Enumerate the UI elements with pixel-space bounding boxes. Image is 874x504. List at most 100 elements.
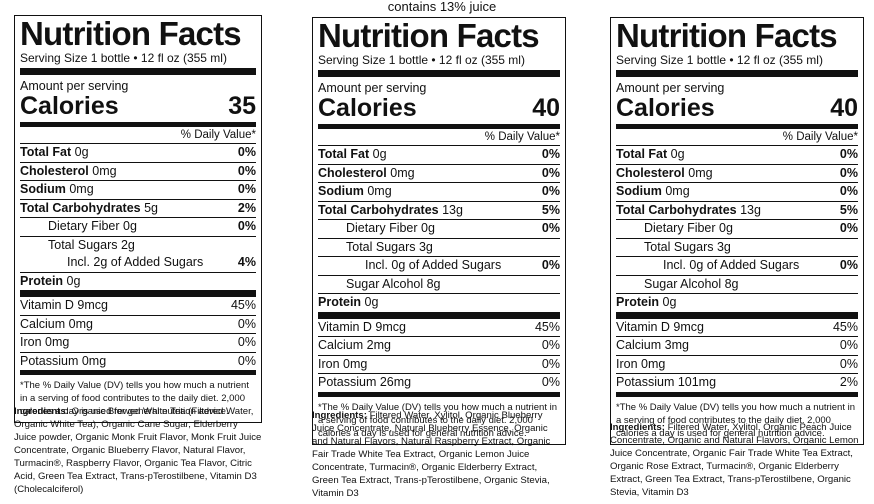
- nutrient-name: Iron 0mg: [616, 356, 666, 371]
- ingredients-text: Ingredients: Filtered Water, Xylitol, Or…: [312, 409, 566, 500]
- nutrient-row: Cholesterol 0mg 0%: [318, 165, 560, 183]
- nutrient-name: Protein 0g: [318, 294, 378, 312]
- nutrient-name: Potassium 101mg: [616, 375, 717, 389]
- calories-value: 35: [228, 92, 256, 120]
- nutrient-bold-name: Total Fat: [20, 145, 72, 159]
- nutrient-daily-value: 2%: [839, 375, 858, 389]
- label-title: Nutrition Facts: [318, 17, 540, 54]
- nutrient-amount: 0g: [372, 147, 387, 161]
- nutrient-amount: 0mg: [92, 163, 117, 178]
- nutrient-daily-value: 45%: [230, 298, 256, 312]
- nutrient-row: Iron 0mg 0%: [318, 356, 560, 374]
- nutrient-name: Cholesterol 0mg: [616, 165, 713, 183]
- nutrient-amount: 0mg: [665, 184, 690, 198]
- nutrient-name: Sugar Alcohol 8g: [644, 276, 739, 291]
- nutrient-daily-value: 2%: [237, 200, 256, 215]
- nutrient-bold-name: Protein: [318, 295, 362, 309]
- nutrient-daily-value: 0%: [839, 147, 858, 161]
- nutrition-panel-3: Nutrition Facts Serving Size 1 bottle • 1…: [610, 17, 864, 504]
- nutrient-row: Vitamin D 9mcg 45%: [20, 297, 256, 316]
- ingredients-label: Ingredients:: [14, 406, 69, 417]
- nutrient-row: Incl. 2g of Added Sugars 4%: [20, 254, 256, 273]
- nutrient-row: Cholesterol 0mg 0%: [20, 163, 256, 181]
- nutrient-daily-value: 0%: [839, 338, 858, 352]
- nutrient-row: Protein 0g: [318, 294, 560, 319]
- calories-label: Calories: [616, 94, 715, 122]
- nutrient-name: Incl. 2g of Added Sugars: [67, 255, 204, 269]
- calories-value: 40: [532, 94, 560, 122]
- nutrient-daily-value: 0%: [541, 356, 560, 371]
- nutrient-daily-value: 0%: [839, 221, 858, 235]
- nutrient-name: Vitamin D 9mcg: [616, 319, 704, 334]
- nutrient-row: Dietary Fiber 0g 0%: [20, 218, 256, 237]
- ingredients-label: Ingredients:: [312, 410, 367, 421]
- nutrient-row: Protein 0g: [616, 294, 858, 319]
- nutrient-amount: 0g: [66, 273, 81, 288]
- nutrient-name: Total Sugars 2g: [48, 237, 135, 252]
- nutrient-row: Sugar Alcohol 8g: [318, 276, 560, 294]
- nutrient-amount: 0g: [670, 147, 685, 161]
- nutrient-name: Incl. 0g of Added Sugars: [365, 258, 502, 272]
- nutrient-name: Protein 0g: [20, 273, 80, 291]
- nutrient-name: Sodium 0mg: [20, 181, 94, 199]
- nutrient-daily-value: 0%: [237, 163, 256, 178]
- daily-value-header: % Daily Value*: [616, 129, 858, 146]
- nutrition-label: Nutrition Facts Serving Size 1 bottle • 1…: [610, 17, 864, 445]
- ingredients-list: Organic Brewed White Tea (Filtered Water…: [14, 406, 262, 495]
- nutrient-row: Total Sugars 3g: [318, 239, 560, 257]
- nutrient-row: Total Carbohydrates 13g 5%: [616, 202, 858, 220]
- nutrient-row: Sugar Alcohol 8g: [616, 276, 858, 294]
- ingredients-list: Filtered Water, Xylitol, Organic Blueber…: [312, 410, 551, 499]
- nutrient-daily-value: 0%: [237, 353, 256, 368]
- nutrient-row: Total Carbohydrates 5g 2%: [20, 200, 256, 218]
- nutrient-daily-value: 0%: [541, 165, 560, 180]
- nutrient-daily-value: 5%: [839, 202, 858, 217]
- nutrient-amount: 13g: [442, 202, 463, 217]
- nutrient-daily-value: 0%: [541, 221, 560, 235]
- nutrient-bold-name: Total Carbohydrates: [20, 200, 141, 215]
- label-title: Nutrition Facts: [616, 17, 838, 54]
- nutrient-row: Iron 0mg 0%: [20, 334, 256, 353]
- nutrient-daily-value: 0%: [839, 258, 858, 272]
- nutrient-row: Sodium 0mg 0%: [20, 181, 256, 200]
- daily-value-header: % Daily Value*: [318, 129, 560, 146]
- nutrient-row: Incl. 0g of Added Sugars 0%: [318, 257, 560, 276]
- nutrient-row: Total Carbohydrates 13g 5%: [318, 202, 560, 220]
- nutrient-daily-value: 0%: [541, 258, 560, 272]
- nutrient-name: Dietary Fiber 0g: [346, 221, 435, 235]
- nutrient-amount: 0g: [662, 295, 677, 309]
- nutrient-name: Calcium 0mg: [20, 316, 93, 331]
- calories-row: Calories 35: [20, 93, 256, 127]
- nutrient-daily-value: 0%: [237, 182, 256, 196]
- calories-row: Calories 40: [318, 95, 560, 129]
- nutrient-daily-value: 0%: [839, 184, 858, 198]
- nutrient-row: Dietary Fiber 0g 0%: [318, 220, 560, 239]
- nutrient-name: Total Fat 0g: [20, 144, 89, 162]
- nutrient-daily-value: 45%: [832, 319, 858, 334]
- nutrient-name: Incl. 0g of Added Sugars: [663, 258, 800, 272]
- nutrient-row: Cholesterol 0mg 0%: [616, 165, 858, 183]
- nutrient-row: Dietary Fiber 0g 0%: [616, 220, 858, 239]
- amount-per-serving: Amount per serving: [318, 81, 427, 95]
- daily-value-header: % Daily Value*: [20, 127, 256, 144]
- nutrient-daily-value: 0%: [541, 338, 560, 352]
- nutrient-row: Sodium 0mg 0%: [318, 183, 560, 202]
- nutrient-amount: 0mg: [688, 165, 713, 180]
- nutrient-amount: 0mg: [367, 184, 392, 198]
- calories-row: Calories 40: [616, 95, 858, 129]
- nutrient-bold-name: Total Fat: [318, 147, 370, 161]
- nutrient-daily-value: 0%: [839, 356, 858, 371]
- nutrient-name: Calcium 3mg: [616, 338, 689, 352]
- nutrient-name: Cholesterol 0mg: [20, 163, 117, 181]
- nutrient-row: Potassium 26mg 0%: [318, 374, 560, 397]
- nutrient-row: Calcium 2mg 0%: [318, 337, 560, 356]
- nutrient-row: Total Fat 0g 0%: [20, 144, 256, 163]
- nutrient-bold-name: Cholesterol: [318, 165, 387, 180]
- serving-size: Serving Size 1 bottle • 12 fl oz (355 ml…: [616, 53, 858, 77]
- calories-value: 40: [830, 94, 858, 122]
- nutrient-name: Dietary Fiber 0g: [644, 221, 733, 235]
- nutrient-daily-value: 0%: [541, 375, 560, 389]
- nutrient-name: Protein 0g: [616, 294, 676, 312]
- nutrient-row: Calcium 3mg 0%: [616, 337, 858, 356]
- nutrient-bold-name: Protein: [616, 295, 660, 309]
